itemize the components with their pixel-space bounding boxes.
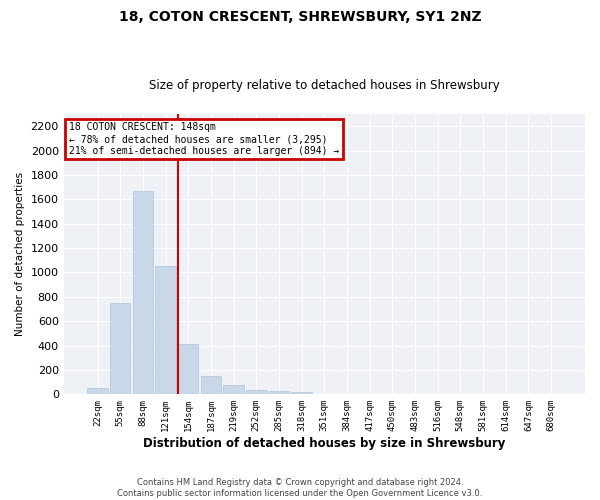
Bar	[223, 384, 244, 394]
Text: 18, COTON CRESCENT, SHREWSBURY, SY1 2NZ: 18, COTON CRESCENT, SHREWSBURY, SY1 2NZ	[119, 10, 481, 24]
Bar	[201, 376, 221, 394]
Bar	[155, 266, 176, 394]
X-axis label: Distribution of detached houses by size in Shrewsbury: Distribution of detached houses by size …	[143, 437, 506, 450]
Bar	[110, 303, 130, 394]
Bar	[269, 392, 289, 394]
Bar	[246, 390, 266, 394]
Bar	[292, 392, 312, 394]
Bar	[178, 344, 199, 395]
Bar	[133, 191, 153, 394]
Text: 18 COTON CRESCENT: 148sqm
← 78% of detached houses are smaller (3,295)
21% of se: 18 COTON CRESCENT: 148sqm ← 78% of detac…	[69, 122, 339, 156]
Bar	[88, 388, 108, 394]
Text: Contains HM Land Registry data © Crown copyright and database right 2024.
Contai: Contains HM Land Registry data © Crown c…	[118, 478, 482, 498]
Title: Size of property relative to detached houses in Shrewsbury: Size of property relative to detached ho…	[149, 79, 500, 92]
Y-axis label: Number of detached properties: Number of detached properties	[15, 172, 25, 336]
